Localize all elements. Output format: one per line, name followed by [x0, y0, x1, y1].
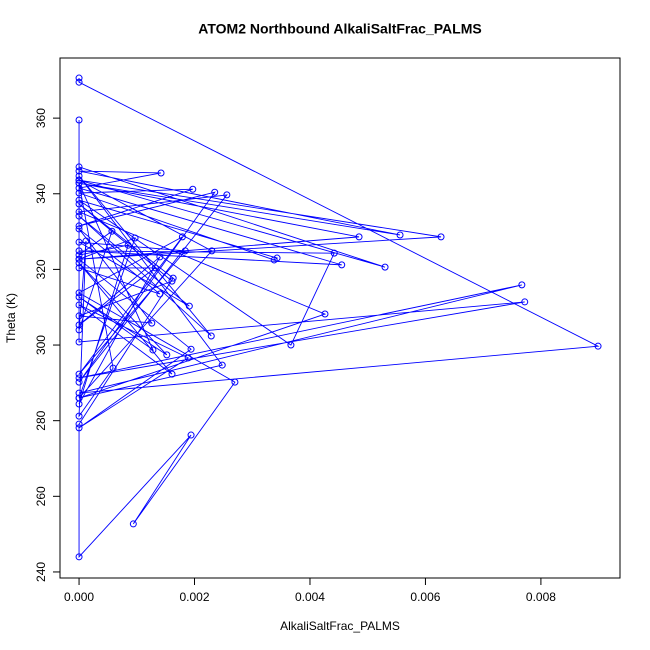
- point: [270, 256, 278, 264]
- point: [75, 200, 83, 208]
- point: [75, 212, 83, 220]
- point: [521, 298, 529, 306]
- point: [75, 553, 83, 561]
- y-tick-label: 340: [34, 183, 48, 203]
- point: [75, 163, 83, 171]
- x-tick-label: 0.006: [410, 590, 440, 604]
- series-line: [77, 78, 600, 558]
- point: [75, 172, 83, 180]
- point: [287, 341, 295, 349]
- y-tick-label: 240: [34, 562, 48, 582]
- point: [75, 255, 83, 263]
- point: [75, 264, 83, 272]
- x-tick-label: 0.004: [295, 590, 325, 604]
- point: [75, 74, 83, 82]
- point: [396, 231, 404, 239]
- point: [129, 520, 137, 528]
- point: [208, 247, 216, 255]
- point: [75, 394, 83, 402]
- point: [231, 378, 239, 386]
- point: [169, 274, 177, 282]
- point: [75, 378, 83, 386]
- point: [75, 78, 83, 86]
- point: [168, 277, 176, 285]
- point: [321, 310, 329, 318]
- point: [75, 312, 83, 320]
- point: [82, 237, 90, 245]
- point: [75, 259, 83, 267]
- point: [75, 247, 83, 255]
- chart-title: ATOM2 Northbound AlkaliSaltFrac_PALMS: [198, 21, 481, 37]
- point: [75, 238, 83, 246]
- point: [187, 431, 195, 439]
- point: [75, 412, 83, 420]
- point: [207, 332, 215, 340]
- y-tick-label: 360: [34, 108, 48, 128]
- point: [75, 389, 83, 397]
- point: [75, 167, 83, 175]
- point: [330, 249, 338, 257]
- point: [75, 208, 83, 216]
- point: [338, 261, 346, 269]
- point: [75, 420, 83, 428]
- point: [437, 233, 445, 241]
- point: [156, 290, 164, 298]
- point: [75, 424, 83, 432]
- point: [163, 351, 171, 359]
- y-tick-label: 280: [34, 410, 48, 430]
- point: [151, 264, 159, 272]
- point: [75, 179, 83, 187]
- point: [184, 354, 192, 362]
- point: [75, 225, 83, 233]
- y-tick-label: 260: [34, 486, 48, 506]
- point: [211, 188, 219, 196]
- point: [75, 374, 83, 382]
- point: [187, 345, 195, 353]
- point: [124, 241, 132, 249]
- x-tick-label: 0.002: [179, 590, 209, 604]
- point: [75, 301, 83, 309]
- point: [189, 185, 197, 193]
- y-tick-label: 320: [34, 259, 48, 279]
- point: [149, 346, 157, 354]
- x-tick-label: 0.008: [526, 590, 556, 604]
- point: [157, 169, 165, 177]
- point: [75, 251, 83, 259]
- y-axis-title: Theta (K): [4, 293, 18, 343]
- point: [75, 338, 83, 346]
- point: [75, 293, 83, 301]
- point: [148, 319, 156, 327]
- point: [168, 370, 176, 378]
- point: [185, 302, 193, 310]
- point: [518, 281, 526, 289]
- point: [223, 191, 231, 199]
- point: [75, 289, 83, 297]
- x-axis-title: AlkaliSaltFrac_PALMS: [280, 619, 400, 633]
- x-tick-label: 0.000: [64, 590, 94, 604]
- point: [75, 326, 83, 334]
- y-tick-label: 300: [34, 335, 48, 355]
- point: [131, 234, 139, 242]
- point: [218, 361, 226, 369]
- point: [178, 233, 186, 241]
- point: [355, 233, 363, 241]
- point: [75, 176, 83, 184]
- point: [381, 263, 389, 271]
- point: [75, 116, 83, 124]
- point: [75, 222, 83, 230]
- point: [109, 364, 117, 372]
- point: [75, 321, 83, 329]
- point: [181, 247, 189, 255]
- point: [594, 342, 602, 350]
- point: [75, 196, 83, 204]
- point: [75, 184, 83, 192]
- point: [75, 370, 83, 378]
- point: [156, 253, 164, 261]
- plot-box: [59, 57, 621, 579]
- point: [108, 227, 116, 235]
- point: [75, 189, 83, 197]
